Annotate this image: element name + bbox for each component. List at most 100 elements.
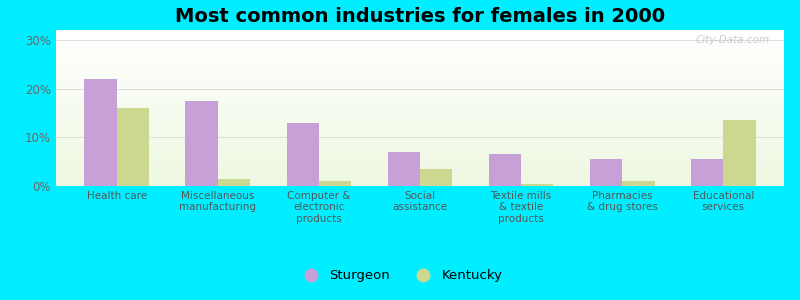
- Bar: [56, 60, 784, 61]
- Bar: [56, 45, 784, 46]
- Bar: [56, 162, 784, 163]
- Bar: [56, 177, 784, 178]
- Bar: [56, 71, 784, 72]
- Bar: [56, 113, 784, 114]
- Bar: [56, 48, 784, 49]
- Bar: [56, 56, 784, 57]
- Bar: [56, 85, 784, 86]
- Bar: [56, 39, 784, 40]
- Bar: [56, 59, 784, 60]
- Bar: [56, 178, 784, 179]
- Bar: [56, 95, 784, 96]
- Bar: [56, 134, 784, 135]
- Bar: [56, 159, 784, 160]
- Bar: [56, 62, 784, 63]
- Bar: [56, 104, 784, 105]
- Bar: [56, 135, 784, 136]
- Bar: [56, 98, 784, 99]
- Bar: [56, 155, 784, 156]
- Bar: [56, 101, 784, 102]
- Bar: [56, 99, 784, 100]
- Bar: [56, 182, 784, 183]
- Bar: [56, 124, 784, 125]
- Bar: [56, 68, 784, 69]
- Bar: [56, 116, 784, 117]
- Bar: [56, 132, 784, 133]
- Bar: [56, 30, 784, 31]
- Bar: [56, 41, 784, 42]
- Bar: [56, 79, 784, 80]
- Bar: [691, 159, 723, 186]
- Bar: [56, 181, 784, 182]
- Bar: [56, 53, 784, 54]
- Bar: [56, 70, 784, 71]
- Bar: [56, 119, 784, 120]
- Bar: [590, 159, 622, 186]
- Title: Most common industries for females in 2000: Most common industries for females in 20…: [175, 7, 665, 26]
- Bar: [117, 108, 149, 186]
- Bar: [56, 115, 784, 116]
- Bar: [56, 167, 784, 168]
- Bar: [56, 86, 784, 87]
- Bar: [56, 73, 784, 74]
- Bar: [56, 72, 784, 73]
- Bar: [723, 120, 756, 186]
- Bar: [56, 137, 784, 138]
- Bar: [56, 169, 784, 170]
- Bar: [56, 133, 784, 134]
- Bar: [56, 118, 784, 119]
- Bar: [56, 80, 784, 81]
- Bar: [56, 37, 784, 38]
- Bar: [56, 47, 784, 48]
- Bar: [56, 38, 784, 39]
- Bar: [622, 181, 654, 186]
- Bar: [56, 166, 784, 167]
- Bar: [56, 100, 784, 101]
- Bar: [56, 165, 784, 166]
- Bar: [56, 83, 784, 84]
- Bar: [56, 52, 784, 53]
- Bar: [56, 139, 784, 140]
- Bar: [56, 173, 784, 174]
- Bar: [56, 164, 784, 165]
- Bar: [56, 180, 784, 181]
- Bar: [56, 55, 784, 56]
- Bar: [56, 40, 784, 41]
- Bar: [56, 179, 784, 180]
- Bar: [56, 42, 784, 43]
- Bar: [56, 93, 784, 94]
- Bar: [56, 149, 784, 150]
- Bar: [56, 58, 784, 59]
- Bar: [56, 140, 784, 141]
- Bar: [56, 88, 784, 89]
- Bar: [56, 82, 784, 83]
- Bar: [56, 130, 784, 131]
- Bar: [56, 158, 784, 159]
- Bar: [56, 131, 784, 132]
- Bar: [56, 110, 784, 111]
- Bar: [56, 92, 784, 93]
- Bar: [56, 160, 784, 161]
- Bar: [56, 143, 784, 144]
- Bar: [56, 150, 784, 151]
- Bar: [56, 33, 784, 34]
- Bar: [56, 142, 784, 143]
- Bar: [56, 102, 784, 103]
- Bar: [56, 128, 784, 129]
- Bar: [56, 106, 784, 107]
- Bar: [56, 148, 784, 149]
- Bar: [56, 123, 784, 124]
- Bar: [56, 172, 784, 173]
- Bar: [56, 44, 784, 45]
- Bar: [56, 112, 784, 113]
- Bar: [56, 34, 784, 35]
- Bar: [56, 145, 784, 146]
- Bar: [56, 122, 784, 123]
- Bar: [56, 61, 784, 62]
- Bar: [56, 151, 784, 152]
- Bar: [56, 94, 784, 95]
- Bar: [56, 54, 784, 55]
- Bar: [56, 50, 784, 51]
- Bar: [56, 90, 784, 91]
- Bar: [56, 69, 784, 70]
